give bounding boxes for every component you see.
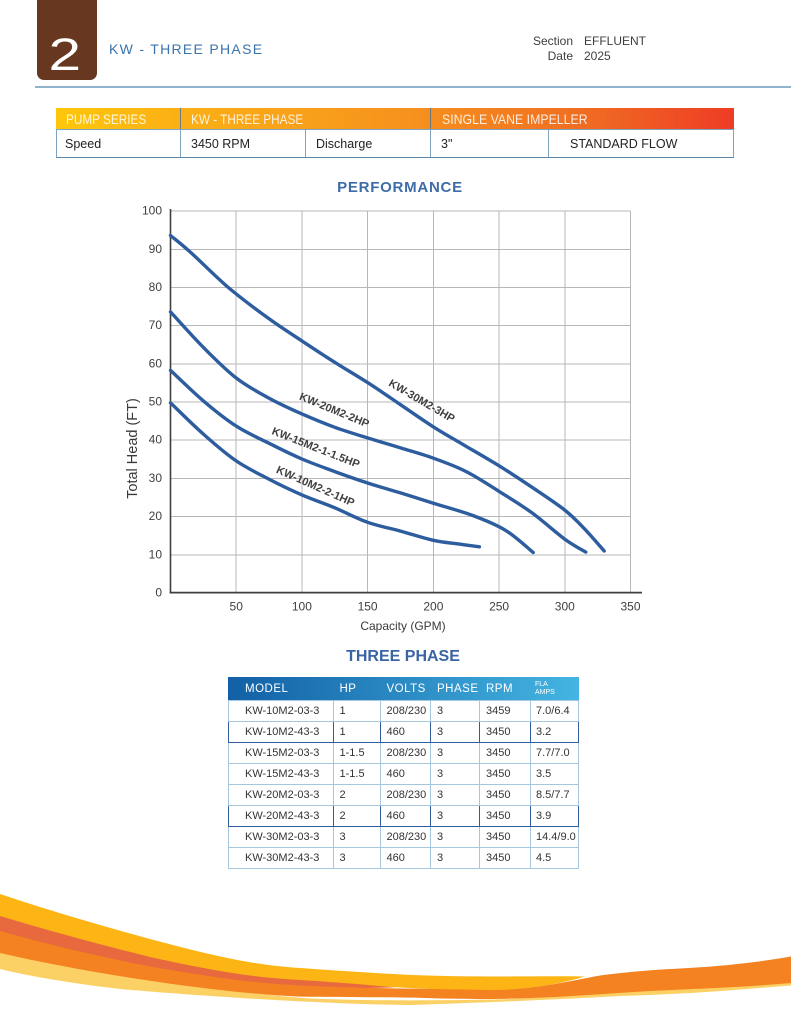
svg-text:200: 200 bbox=[423, 600, 443, 614]
svg-text:40: 40 bbox=[149, 433, 163, 447]
svg-text:50: 50 bbox=[230, 600, 244, 614]
svg-text:150: 150 bbox=[358, 600, 378, 614]
svg-text:Total Head (FT): Total Head (FT) bbox=[125, 398, 141, 499]
svg-text:50: 50 bbox=[149, 395, 163, 409]
svg-text:80: 80 bbox=[149, 280, 163, 294]
svg-text:350: 350 bbox=[620, 600, 640, 614]
svg-text:60: 60 bbox=[149, 356, 163, 370]
svg-text:Capacity (GPM): Capacity (GPM) bbox=[360, 619, 445, 633]
svg-text:250: 250 bbox=[489, 600, 509, 614]
svg-text:100: 100 bbox=[292, 600, 312, 614]
svg-text:KW-20M2-2HP: KW-20M2-2HP bbox=[298, 391, 371, 431]
svg-text:90: 90 bbox=[149, 242, 163, 256]
svg-text:100: 100 bbox=[142, 204, 162, 218]
svg-text:30: 30 bbox=[149, 471, 163, 485]
svg-text:10: 10 bbox=[149, 547, 163, 561]
svg-text:70: 70 bbox=[149, 318, 163, 332]
svg-text:20: 20 bbox=[149, 509, 163, 523]
svg-text:300: 300 bbox=[555, 600, 575, 614]
svg-text:0: 0 bbox=[155, 586, 162, 600]
